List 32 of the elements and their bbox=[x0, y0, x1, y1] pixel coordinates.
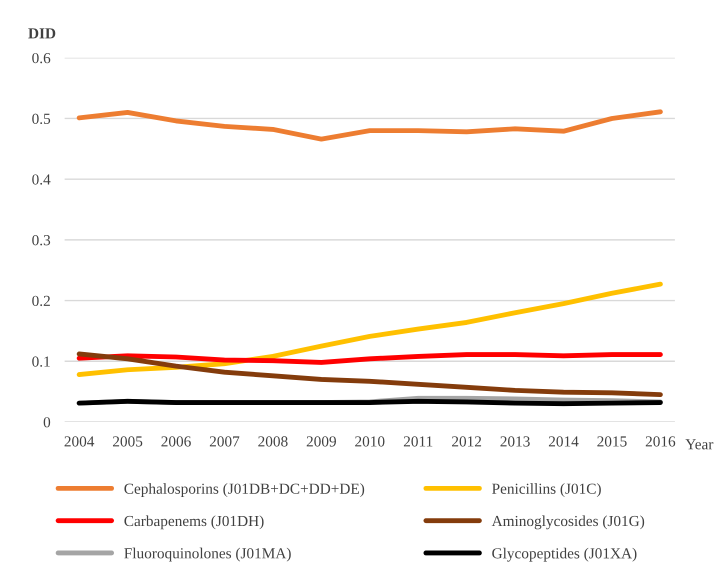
legend-label: Fluoroquinolones (J01MA) bbox=[124, 548, 291, 562]
x-tick-label: 2006 bbox=[161, 436, 191, 447]
x-tick-label: 2012 bbox=[452, 436, 482, 447]
legend-label: Penicillins (J01C) bbox=[492, 483, 601, 497]
x-tick-label: 2013 bbox=[500, 436, 530, 447]
x-axis-title: Year bbox=[685, 439, 714, 450]
x-tick-label: 2008 bbox=[258, 436, 288, 447]
y-tick-label: 0.1 bbox=[32, 356, 50, 367]
x-tick-label: 2005 bbox=[112, 436, 142, 447]
y-tick-label: 0.5 bbox=[32, 114, 50, 124]
y-tick-label: 0 bbox=[44, 417, 50, 428]
legend-label: Carbapenems (J01DH) bbox=[124, 515, 264, 530]
x-tick-label: 2010 bbox=[355, 436, 384, 447]
legend-label: Cephalosporins (J01DB+DC+DD+DE) bbox=[124, 483, 364, 497]
line-series bbox=[76, 109, 663, 142]
legend-label: Aminoglycosides (J01G) bbox=[492, 515, 644, 530]
line-series bbox=[76, 352, 663, 365]
x-tick-label: 2015 bbox=[597, 436, 627, 447]
line-series bbox=[76, 282, 663, 378]
x-tick-label: 2011 bbox=[404, 436, 432, 447]
x-tick-label: 2004 bbox=[64, 436, 94, 447]
y-tick-label: 0.2 bbox=[32, 296, 50, 306]
x-tick-label: 2016 bbox=[646, 436, 676, 447]
x-tick-label: 2007 bbox=[210, 436, 240, 447]
y-tick-label: 0.3 bbox=[32, 235, 50, 246]
x-tick-label: 2009 bbox=[306, 436, 336, 447]
y-axis-title: DID bbox=[28, 28, 56, 38]
legend-label: Glycopeptides (J01XA) bbox=[492, 548, 636, 562]
y-tick-label: 0.4 bbox=[32, 174, 50, 185]
y-tick-label: 0.6 bbox=[32, 52, 50, 64]
x-tick-label: 2014 bbox=[548, 436, 579, 447]
line-series bbox=[76, 352, 663, 398]
